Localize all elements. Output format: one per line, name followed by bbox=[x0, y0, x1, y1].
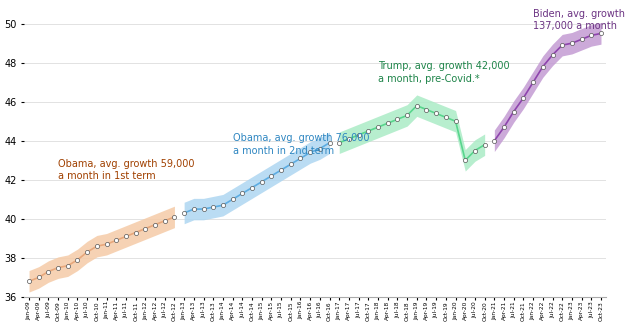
Text: Trump, avg. growth 42,000
a month, pre-Covid.*: Trump, avg. growth 42,000 a month, pre-C… bbox=[378, 61, 509, 84]
Text: Obama, avg. growth 59,000
a month in 1st term: Obama, avg. growth 59,000 a month in 1st… bbox=[58, 159, 195, 181]
Text: Obama, avg. growth 76,000
a month in 2nd term: Obama, avg. growth 76,000 a month in 2nd… bbox=[232, 134, 369, 156]
Text: Biden, avg. growth
137,000 a month: Biden, avg. growth 137,000 a month bbox=[533, 8, 625, 31]
